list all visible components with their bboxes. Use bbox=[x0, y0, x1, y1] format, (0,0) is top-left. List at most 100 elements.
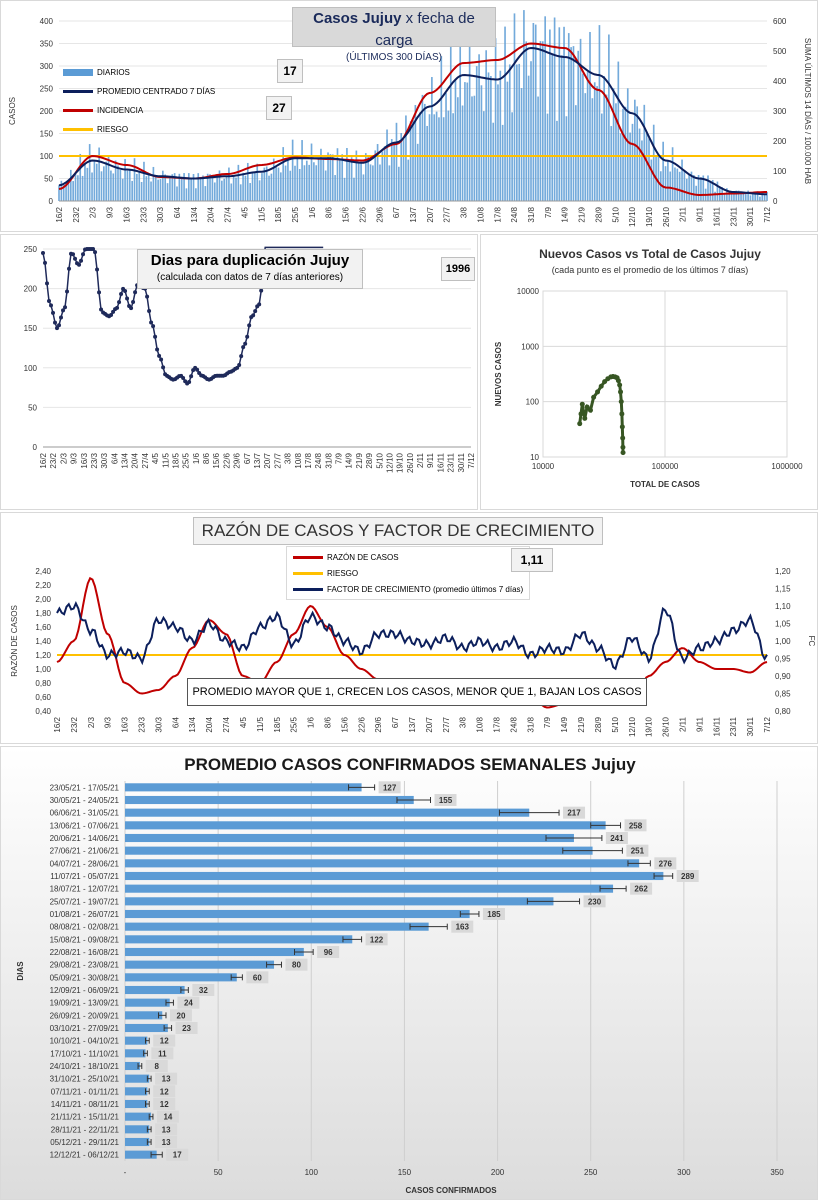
daily-bar bbox=[138, 170, 141, 201]
daily-bar bbox=[669, 171, 672, 201]
x-tick-label: 13/4 bbox=[188, 716, 197, 732]
x-tick-label: 350 bbox=[770, 1168, 784, 1177]
daily-bar bbox=[176, 186, 178, 201]
weekly-bar bbox=[125, 884, 614, 893]
daily-bar bbox=[612, 88, 615, 201]
daily-bar bbox=[742, 193, 745, 201]
x-tick-label: 7/12 bbox=[763, 716, 772, 732]
weekly-bar bbox=[125, 897, 554, 906]
daily-bar bbox=[237, 164, 240, 201]
daily-bar bbox=[534, 24, 537, 201]
x-tick-label: 7/12 bbox=[467, 452, 476, 468]
daily-bar bbox=[393, 144, 395, 201]
daily-bar bbox=[98, 147, 100, 201]
x-tick-label: 23/11 bbox=[729, 206, 738, 226]
duplication-point bbox=[131, 299, 136, 304]
x-tick-label: 1/6 bbox=[308, 206, 317, 218]
daily-bar bbox=[62, 185, 65, 201]
daily-bar bbox=[490, 76, 492, 201]
daily-bar bbox=[636, 106, 639, 201]
value-label: 96 bbox=[324, 948, 333, 957]
daily-bar bbox=[320, 148, 322, 201]
value-label: 217 bbox=[567, 809, 581, 818]
daily-bar bbox=[166, 183, 169, 201]
y2-axis-label: FC bbox=[807, 636, 816, 647]
daily-bar bbox=[216, 175, 218, 201]
x-tick-label: 26/10 bbox=[406, 452, 415, 473]
value-label: 155 bbox=[439, 796, 453, 805]
x-tick-label: 10000 bbox=[532, 462, 555, 471]
category-label: 19/09/21 - 13/09/21 bbox=[50, 999, 120, 1008]
daily-bar bbox=[386, 129, 388, 201]
x-tick-label: 6/4 bbox=[110, 452, 119, 464]
daily-bar bbox=[421, 94, 424, 201]
category-label: 05/09/21 - 30/08/21 bbox=[50, 973, 120, 982]
daily-bar bbox=[372, 165, 374, 201]
x-tick-label: 19/10 bbox=[645, 206, 654, 227]
daily-bar bbox=[301, 140, 303, 201]
daily-bar bbox=[572, 46, 575, 201]
duplication-point bbox=[243, 341, 248, 346]
y-tick-label: 1,00 bbox=[35, 665, 51, 674]
ratio-chart: 0,40 0,60 0,80 1,00 1,20 1,40 1,60 1,80 2,00 2,20… bbox=[10, 567, 816, 737]
duplication-point bbox=[159, 357, 164, 362]
duplication-point bbox=[251, 313, 256, 318]
daily-bar bbox=[67, 182, 70, 201]
value-label-bg bbox=[145, 1060, 168, 1072]
daily-bar bbox=[685, 178, 688, 201]
daily-bar bbox=[254, 172, 256, 201]
daily-bar bbox=[336, 148, 339, 201]
daily-bar bbox=[190, 178, 192, 201]
x-tick-label: 2/11 bbox=[416, 452, 425, 468]
x-tick-label: 6/7 bbox=[243, 452, 252, 464]
daily-bar bbox=[464, 82, 466, 201]
daily-bar bbox=[221, 180, 223, 201]
x-tick-label: 7/9 bbox=[543, 716, 552, 728]
y-tick-label: 50 bbox=[44, 175, 53, 184]
scatter-point bbox=[602, 379, 608, 385]
daily-bar bbox=[560, 55, 563, 201]
cases-chart-title: Casos Jujuy x fecha de carga (ÚLTIMOS 30… bbox=[292, 7, 496, 63]
x-tick-label: 19/10 bbox=[396, 452, 405, 473]
daily-bar bbox=[709, 181, 712, 201]
daily-bar bbox=[128, 168, 131, 201]
daily-bar bbox=[645, 133, 648, 201]
daily-bar bbox=[508, 64, 511, 201]
daily-bar bbox=[473, 95, 476, 201]
legend-swatch-riesgo bbox=[63, 128, 93, 131]
daily-bar bbox=[499, 70, 502, 201]
daily-bar bbox=[225, 176, 228, 201]
daily-bar bbox=[671, 147, 674, 201]
daily-bar bbox=[619, 133, 622, 201]
weekly-bar bbox=[125, 846, 593, 855]
value-label-bg bbox=[177, 996, 200, 1009]
daily-bar bbox=[206, 173, 209, 201]
daily-bar bbox=[716, 181, 719, 201]
daily-bar bbox=[280, 172, 282, 201]
daily-bar bbox=[275, 166, 277, 201]
value-label: 32 bbox=[199, 986, 208, 995]
daily-bar bbox=[329, 154, 332, 201]
doubling-chart-title: Dias para duplicación Jujuy (calculada c… bbox=[137, 249, 363, 289]
x-tick-label: 8/6 bbox=[323, 716, 332, 728]
daily-bar bbox=[346, 148, 348, 201]
category-label: 17/10/21 - 11/10/21 bbox=[50, 1049, 119, 1058]
daily-bar bbox=[133, 158, 136, 201]
daily-bar bbox=[272, 158, 275, 201]
x-tick-label: 20/7 bbox=[425, 716, 434, 732]
duplication-point bbox=[93, 250, 98, 255]
series-factor bbox=[56, 601, 768, 671]
daily-bar bbox=[586, 71, 589, 201]
daily-bar bbox=[249, 183, 251, 201]
x-tick-label: 200 bbox=[491, 1168, 505, 1177]
duplication-point bbox=[257, 302, 262, 307]
duplication-point bbox=[95, 267, 100, 272]
x-tick-label: 7/9 bbox=[335, 452, 344, 464]
daily-bar bbox=[256, 163, 259, 201]
weekly-bar bbox=[125, 922, 429, 931]
daily-bar bbox=[357, 161, 360, 201]
category-label: 15/08/21 - 09/08/21 bbox=[50, 935, 120, 944]
daily-bar bbox=[324, 170, 327, 201]
category-label: 20/06/21 - 14/06/21 bbox=[50, 834, 120, 843]
scatter-point bbox=[577, 421, 583, 427]
